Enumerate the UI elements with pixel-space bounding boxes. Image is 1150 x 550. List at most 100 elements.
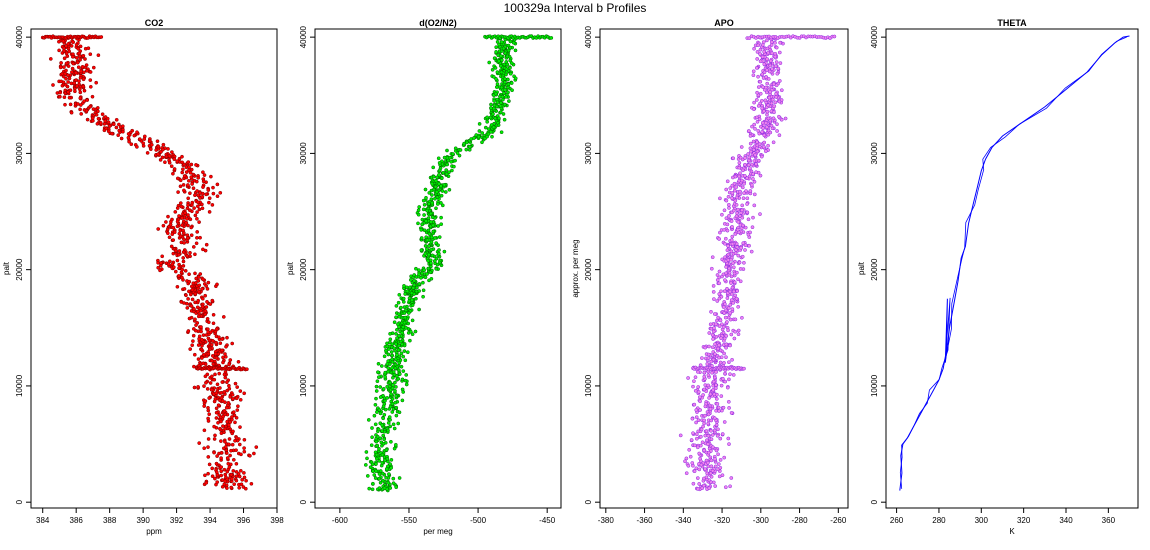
data-point — [237, 474, 242, 479]
data-point — [683, 459, 687, 464]
data-point — [103, 115, 108, 119]
data-point — [171, 171, 175, 176]
data-point — [773, 54, 778, 59]
data-point — [732, 289, 736, 294]
data-point — [715, 318, 719, 323]
data-point — [230, 442, 235, 447]
data-point — [382, 354, 387, 359]
data-point — [725, 320, 729, 324]
data-point — [191, 281, 196, 286]
y-tick-label: 20000 — [584, 258, 593, 281]
data-point — [171, 225, 176, 230]
y-tick-label: 0 — [299, 499, 308, 504]
data-point — [497, 42, 501, 47]
data-point — [189, 284, 194, 289]
data-point — [727, 377, 731, 382]
data-point — [765, 81, 770, 86]
data-point — [170, 217, 174, 222]
data-point — [252, 451, 256, 456]
data-point — [207, 412, 212, 417]
data-point — [422, 268, 427, 273]
data-point — [752, 179, 757, 184]
data-point — [67, 95, 72, 100]
data-point — [67, 49, 72, 54]
data-point — [406, 311, 411, 315]
data-point — [740, 254, 745, 259]
data-point — [196, 385, 200, 389]
data-point — [758, 212, 762, 216]
data-point — [706, 352, 711, 357]
data-point — [237, 485, 242, 490]
data-point — [746, 152, 751, 156]
y-tick-label: 10000 — [15, 374, 24, 397]
data-point — [428, 270, 433, 275]
data-point — [195, 305, 200, 310]
data-point — [729, 411, 734, 415]
data-point — [753, 126, 757, 131]
data-point — [422, 202, 427, 207]
data-point — [497, 59, 501, 64]
data-point — [372, 413, 377, 418]
data-point — [401, 354, 406, 359]
data-point — [735, 227, 740, 232]
data-point — [486, 132, 491, 136]
data-point — [378, 385, 383, 389]
data-point — [66, 90, 71, 94]
data-point — [117, 128, 122, 133]
data-point — [182, 188, 186, 193]
data-point — [765, 38, 769, 43]
data-point — [193, 193, 197, 198]
data-point — [743, 243, 748, 248]
data-point — [374, 452, 379, 457]
data-point — [701, 483, 706, 488]
data-point — [189, 233, 194, 238]
data-point — [88, 104, 93, 109]
data-point — [196, 289, 201, 294]
data-point — [430, 200, 435, 205]
data-point — [452, 164, 456, 169]
x-tick-label: -340 — [675, 516, 692, 525]
data-point — [494, 50, 498, 54]
data-point — [390, 410, 395, 414]
data-point — [762, 140, 767, 145]
data-point — [736, 207, 740, 212]
data-point — [474, 133, 479, 137]
data-point — [433, 184, 438, 189]
data-point — [718, 196, 722, 201]
data-point — [207, 462, 212, 467]
data-point — [719, 394, 724, 398]
data-point — [219, 469, 224, 474]
data-point — [403, 378, 408, 383]
data-point — [686, 376, 690, 380]
data-point — [404, 382, 409, 387]
data-point — [728, 372, 732, 377]
data-point — [204, 380, 208, 385]
y-tick-label: 0 — [15, 499, 24, 504]
data-point — [718, 360, 723, 365]
data-point — [245, 367, 249, 372]
data-point — [376, 427, 381, 432]
data-point — [450, 152, 455, 156]
data-point — [394, 394, 398, 398]
data-point — [242, 449, 247, 454]
data-point — [467, 144, 472, 149]
data-point — [491, 75, 496, 79]
data-point — [739, 245, 744, 250]
data-point — [414, 266, 418, 271]
data-point — [714, 383, 718, 387]
data-point — [496, 53, 501, 58]
x-tick-label: 320 — [1017, 516, 1031, 525]
data-point — [710, 255, 715, 260]
x-tick-label: -360 — [637, 516, 654, 525]
data-point — [370, 487, 375, 492]
data-point — [437, 260, 442, 265]
data-point — [503, 51, 508, 56]
data-point — [770, 67, 774, 71]
data-point — [395, 353, 399, 357]
data-point — [706, 460, 710, 465]
data-point — [726, 202, 731, 207]
data-point — [234, 415, 239, 420]
data-point — [243, 486, 248, 491]
data-point — [412, 273, 417, 277]
data-point — [735, 195, 739, 200]
